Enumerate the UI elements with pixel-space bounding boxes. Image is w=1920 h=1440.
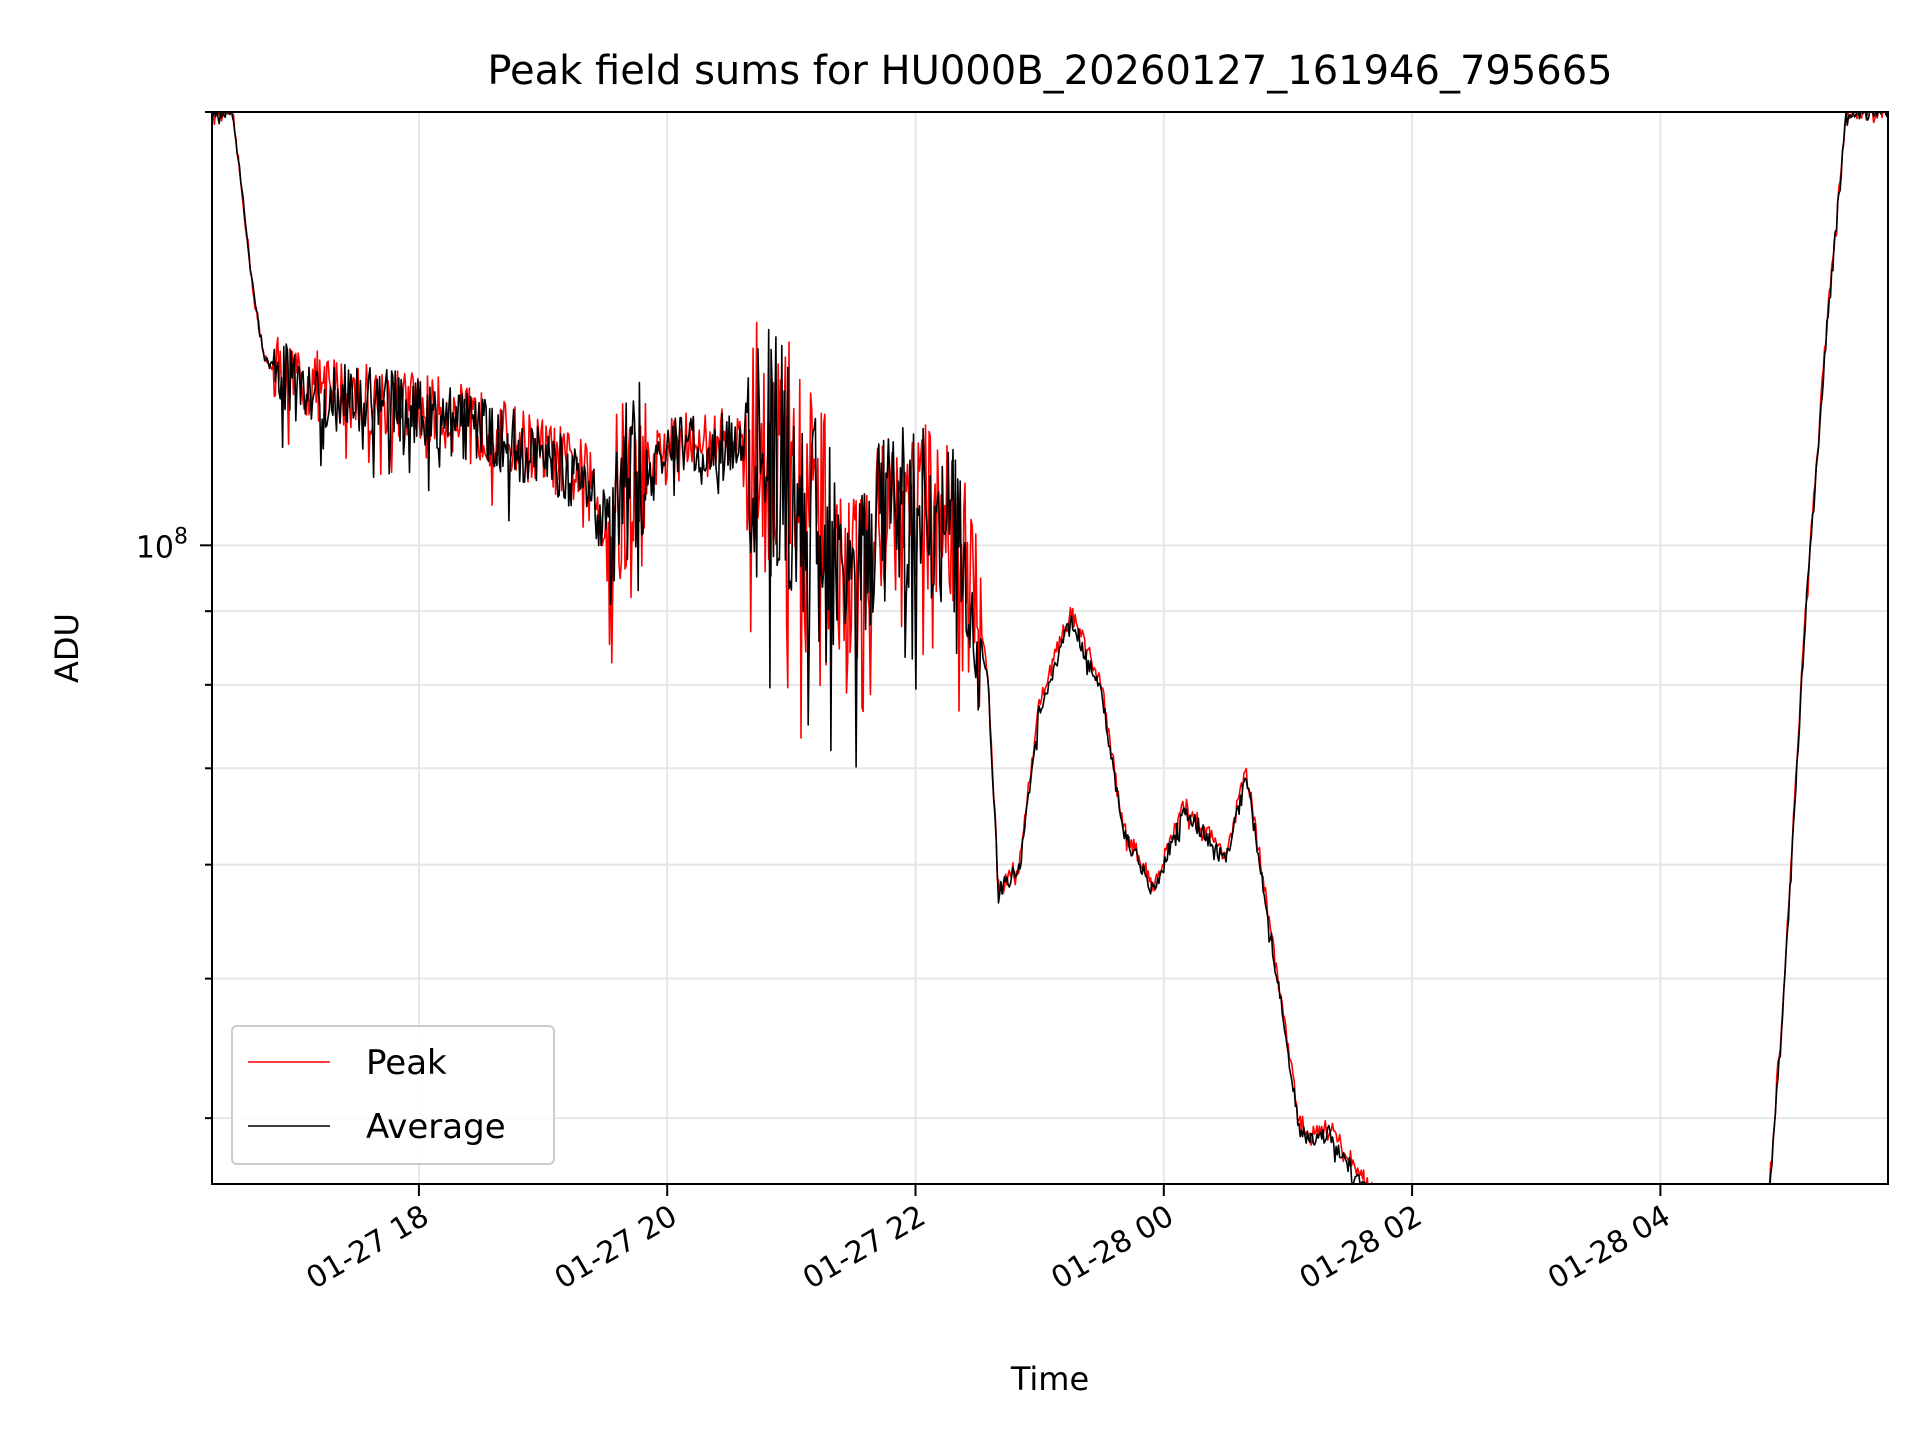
series-line-peak (212, 112, 1888, 1184)
y-tick-exponent: 8 (174, 524, 188, 549)
chart-title: Peak field sums for HU000B_20260127_1619… (487, 48, 1612, 94)
legend-label-peak: Peak (366, 1043, 447, 1083)
series-layer (212, 112, 1888, 1184)
series-line-average (212, 112, 1888, 1184)
legend-box (231, 1025, 555, 1165)
y-tick-label: 108 (136, 524, 188, 565)
x-axis-label: Time (1010, 1360, 1089, 1398)
y-tick-base: 10 (136, 530, 174, 565)
legend-label-average: Average (366, 1107, 506, 1147)
plot-frame (211, 111, 1889, 1185)
legend: Peak Average (231, 1025, 555, 1165)
y-axis-label: ADU (48, 613, 86, 683)
